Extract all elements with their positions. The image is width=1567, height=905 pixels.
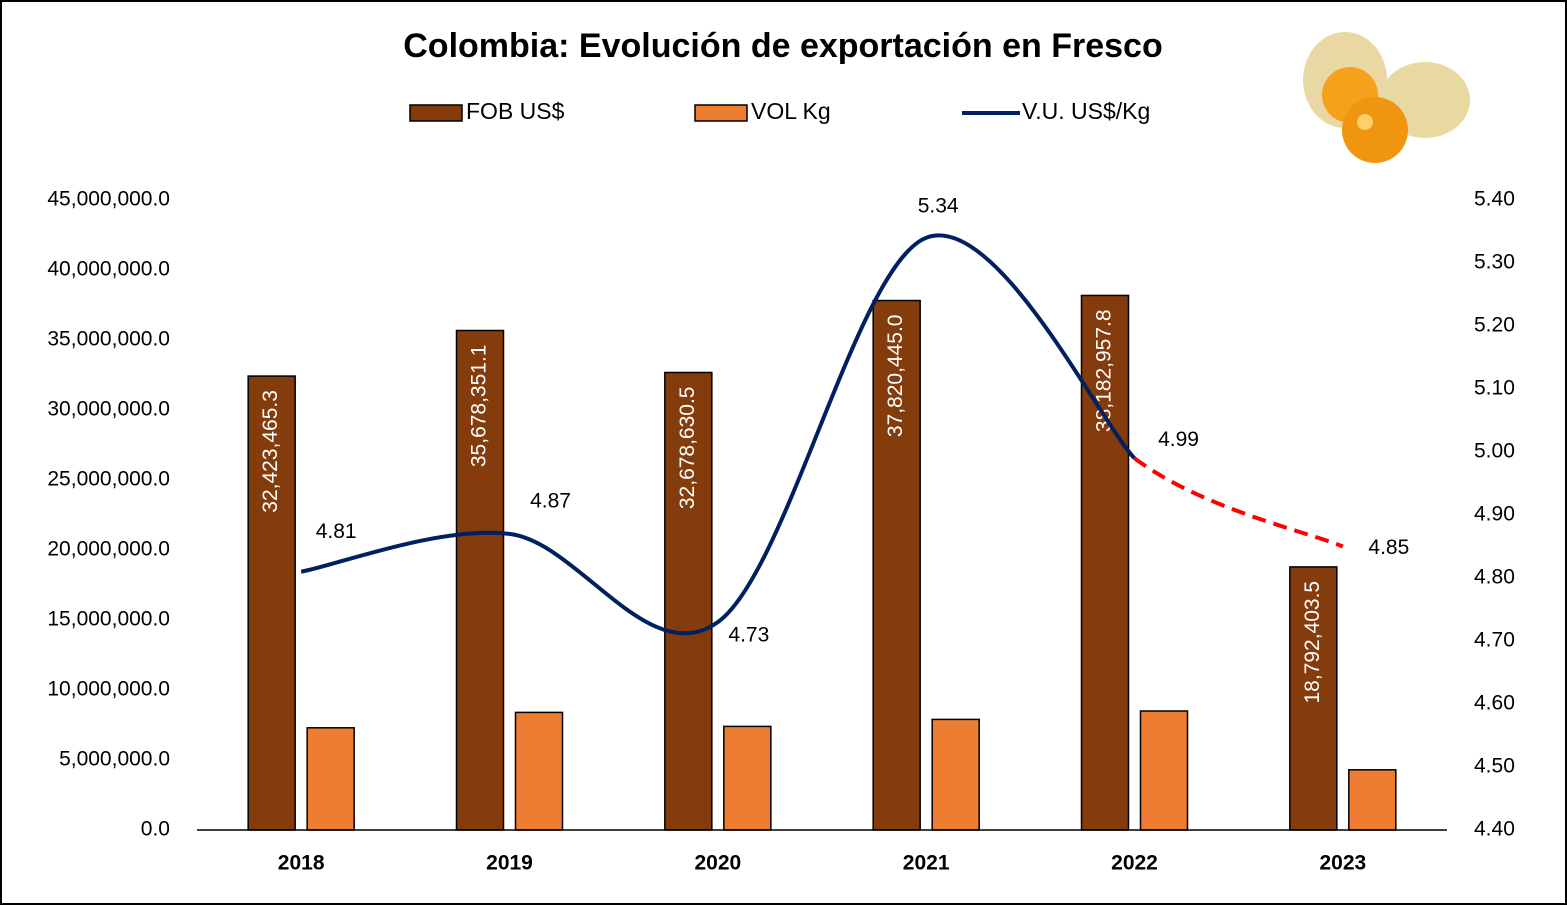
- x-tick-label: 2018: [278, 852, 325, 875]
- y2-tick-label: 5.10: [1474, 377, 1515, 400]
- legend-label: VOL Kg: [751, 98, 831, 124]
- x-tick-label: 2022: [1111, 852, 1158, 875]
- legend-label: V.U. US$/Kg: [1022, 98, 1150, 124]
- legend: FOB US$ VOL Kg V.U. US$/Kg: [410, 98, 1150, 124]
- y2-tick-label: 5.00: [1474, 440, 1515, 463]
- line-value-label: 4.99: [1158, 428, 1199, 451]
- legend-swatch: [695, 105, 747, 121]
- y-tick-label: 5,000,000.0: [59, 748, 170, 771]
- x-tick-label: 2020: [694, 852, 741, 875]
- bar: [307, 728, 354, 830]
- y2-tick-label: 4.70: [1474, 629, 1515, 652]
- y2-tick-label: 4.80: [1474, 566, 1515, 589]
- bar: [1141, 711, 1188, 830]
- line-value-label: 4.81: [316, 520, 357, 543]
- y2-tick-label: 4.40: [1474, 818, 1515, 841]
- bar-value-label: 32,423,465.3: [259, 390, 282, 513]
- line-value-label: 4.73: [728, 624, 769, 647]
- y2-tick-label: 5.20: [1474, 314, 1515, 337]
- y-tick-label: 30,000,000.0: [47, 398, 170, 421]
- y-tick-label: 15,000,000.0: [47, 608, 170, 631]
- bar-value-label: 37,820,445.0: [884, 315, 907, 438]
- y-tick-label: 0.0: [141, 818, 170, 841]
- y-tick-label: 40,000,000.0: [47, 258, 170, 281]
- y-tick-label: 20,000,000.0: [47, 538, 170, 561]
- line-value-label: 5.34: [918, 194, 959, 217]
- line-value-label: 4.85: [1368, 536, 1409, 559]
- bar: [932, 719, 979, 830]
- x-tick-label: 2023: [1319, 852, 1366, 875]
- legend-label: FOB US$: [466, 98, 565, 124]
- chart: Colombia: Evolución de exportación en Fr…: [0, 0, 1567, 905]
- y2-tick-label: 5.30: [1474, 251, 1515, 274]
- y2-tick-label: 4.60: [1474, 692, 1515, 715]
- bar-value-label: 35,678,351.1: [468, 345, 491, 468]
- x-tick-label: 2019: [486, 852, 533, 875]
- bar-value-label: 18,792,403.5: [1301, 581, 1324, 704]
- y2-tick-label: 4.90: [1474, 503, 1515, 526]
- y-tick-label: 45,000,000.0: [47, 188, 170, 211]
- y-tick-label: 10,000,000.0: [47, 678, 170, 701]
- y2-tick-label: 5.40: [1474, 188, 1515, 211]
- legend-swatch: [410, 105, 462, 121]
- chart-title: Colombia: Evolución de exportación en Fr…: [403, 27, 1162, 65]
- y-tick-label: 25,000,000.0: [47, 468, 170, 491]
- y2-tick-label: 4.50: [1474, 755, 1515, 778]
- line-value-label: 4.87: [530, 489, 571, 512]
- bar-value-label: 32,678,630.5: [676, 386, 699, 509]
- bar: [724, 726, 771, 830]
- y-tick-label: 35,000,000.0: [47, 328, 170, 351]
- bar: [1349, 770, 1396, 830]
- bar: [516, 712, 563, 830]
- x-tick-label: 2021: [903, 852, 950, 875]
